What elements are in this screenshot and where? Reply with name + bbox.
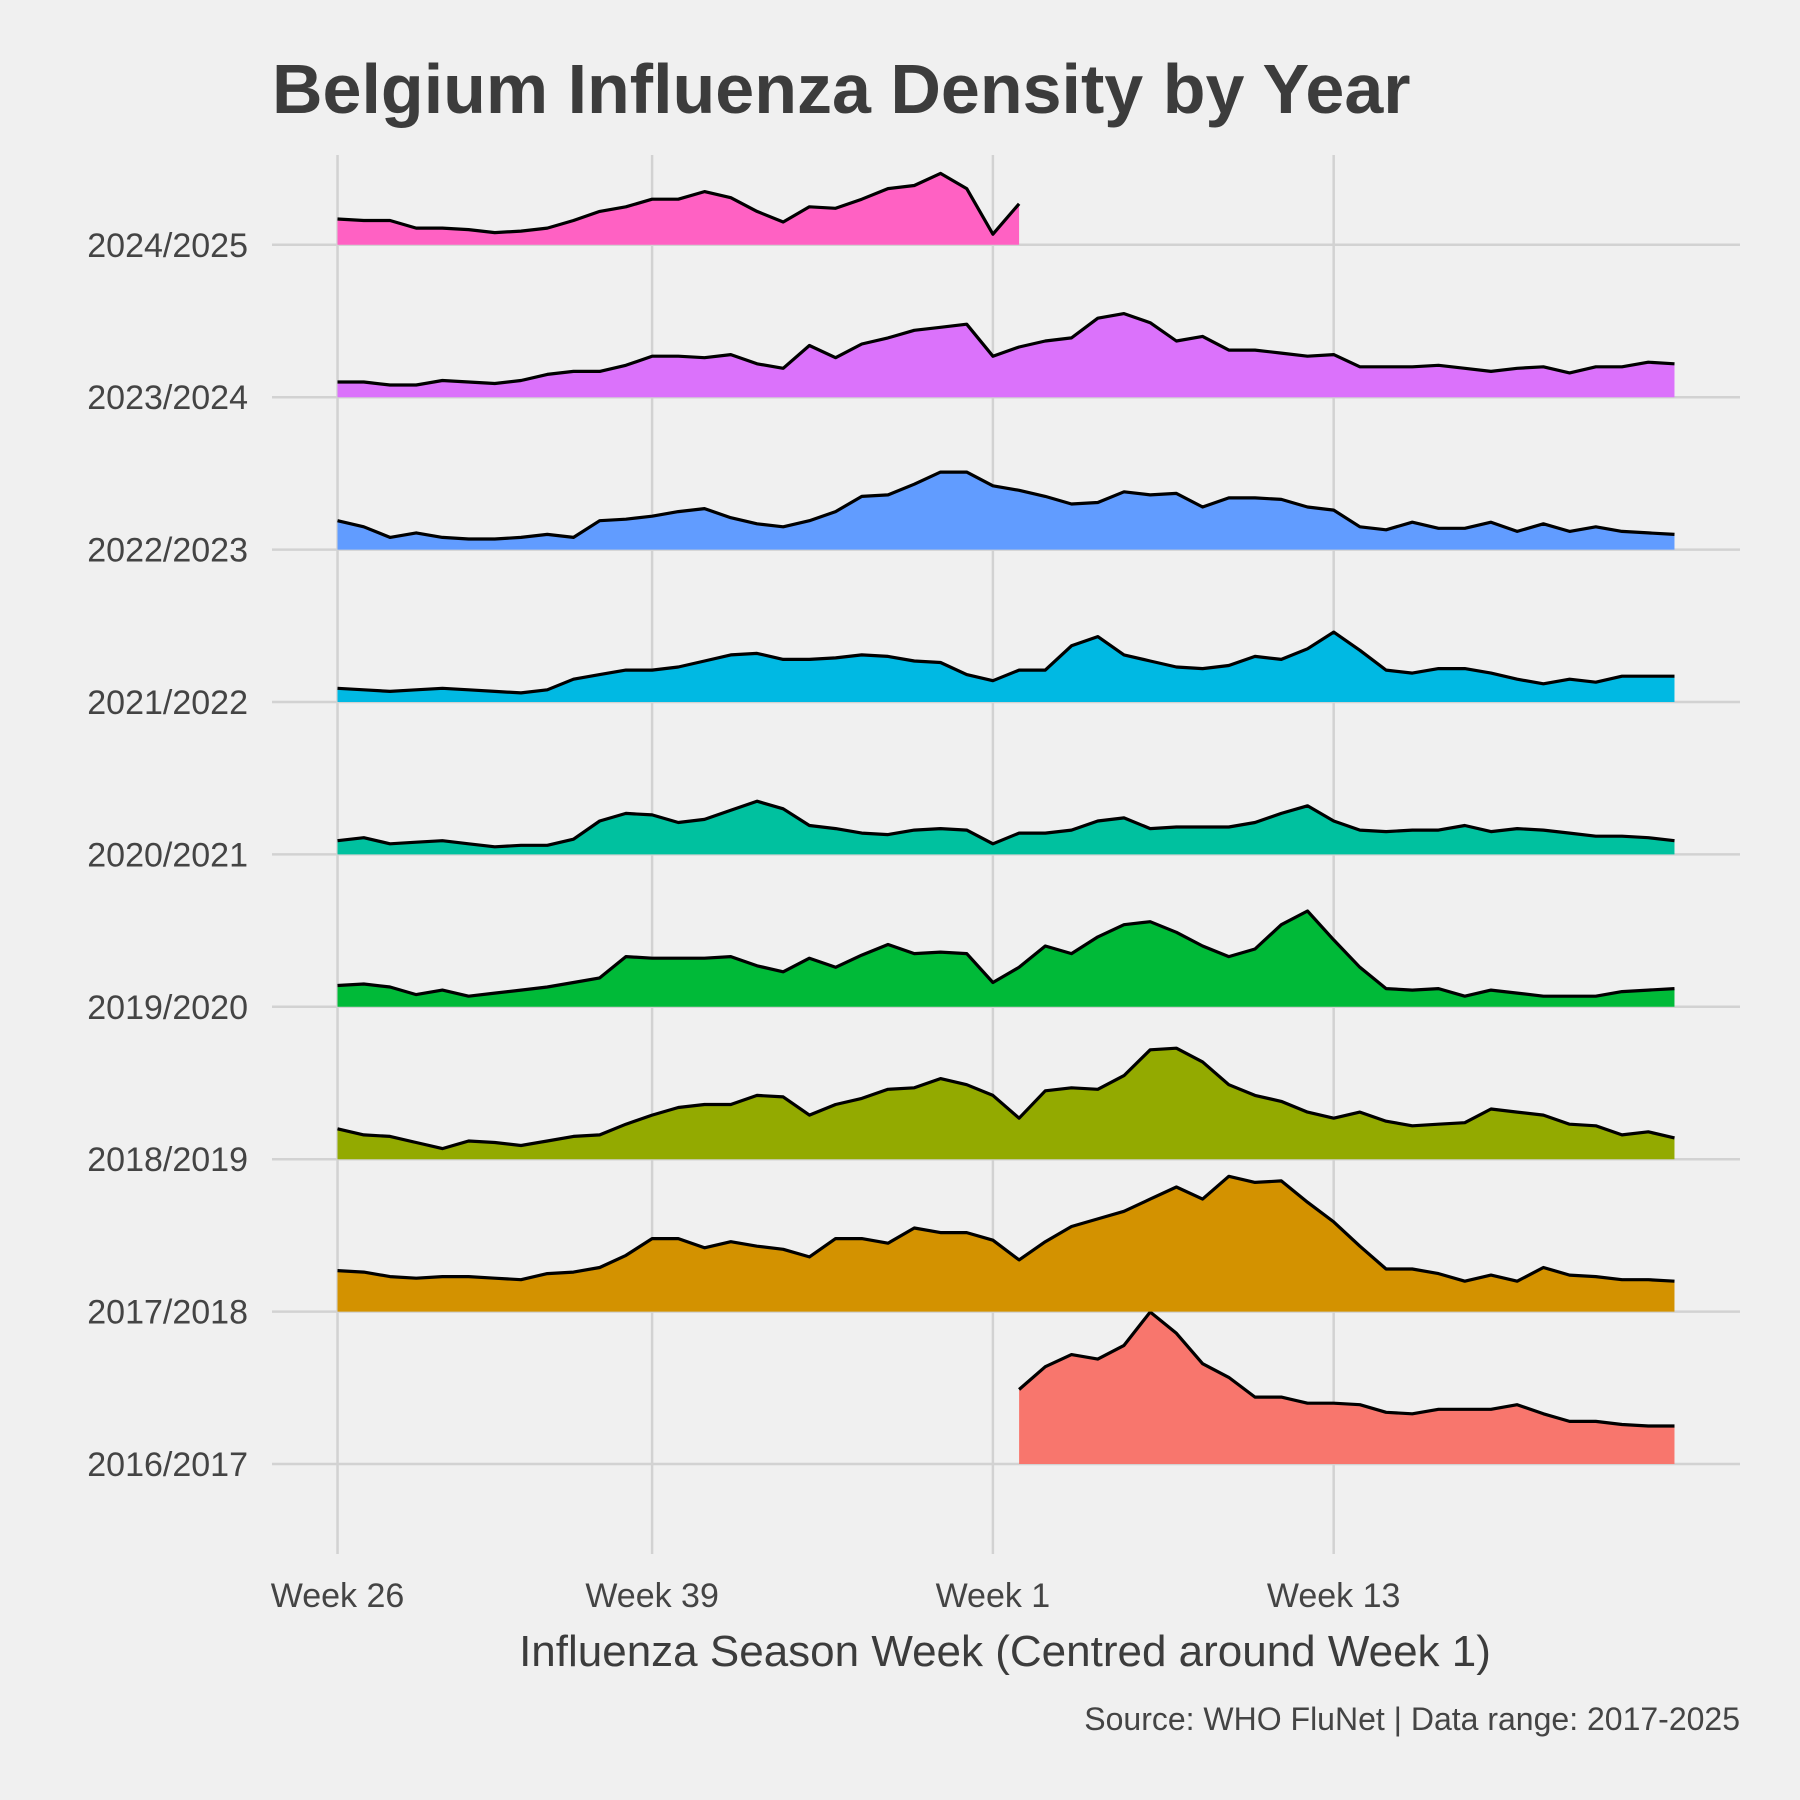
ridge-area bbox=[337, 173, 1020, 245]
ridge-2021-2022 bbox=[337, 630, 1675, 702]
y-tick-label: 2018/2019 bbox=[87, 1141, 248, 1179]
ridge-line bbox=[337, 1046, 1675, 1151]
ridge-2016-2017 bbox=[1018, 1310, 1675, 1464]
ridge-line bbox=[337, 470, 1675, 541]
ridge-area bbox=[337, 313, 1675, 398]
ridge-area bbox=[337, 472, 1675, 550]
ridge-line bbox=[337, 312, 1675, 387]
chart-caption: Source: WHO FluNet | Data range: 2017-20… bbox=[1084, 1701, 1740, 1737]
y-tick-label: 2019/2020 bbox=[87, 989, 248, 1027]
ridges bbox=[337, 171, 1675, 1464]
ridge-area bbox=[1019, 1312, 1675, 1464]
y-tick-label: 2023/2024 bbox=[87, 379, 248, 417]
ridge-line bbox=[337, 1174, 1675, 1283]
y-tick-label: 2016/2017 bbox=[87, 1446, 248, 1484]
y-tick-label: 2021/2022 bbox=[87, 684, 248, 722]
y-tick-label: 2017/2018 bbox=[87, 1294, 248, 1332]
y-axis: 2016/2017 2017/2018 2018/2019 2019/2020 2020… bbox=[87, 227, 248, 1484]
ridge-2020-2021 bbox=[337, 799, 1675, 855]
ridge-area bbox=[337, 801, 1675, 855]
ridge-area bbox=[337, 1048, 1675, 1160]
ridge-2024-2025 bbox=[337, 171, 1021, 245]
x-tick-label: Week 39 bbox=[585, 1577, 719, 1615]
ridge-area bbox=[337, 911, 1675, 1007]
ridge-area bbox=[337, 632, 1675, 702]
ridge-line bbox=[337, 909, 1675, 998]
ridge-2019-2020 bbox=[337, 909, 1675, 1007]
y-tick-label: 2022/2023 bbox=[87, 532, 248, 570]
ridge-area bbox=[337, 1176, 1675, 1312]
ridge-line bbox=[1018, 1310, 1675, 1428]
x-tick-label: Week 1 bbox=[936, 1577, 1051, 1615]
x-tick-label: Week 13 bbox=[1267, 1577, 1401, 1615]
ridge-2023-2024 bbox=[337, 312, 1675, 398]
ridge-2022-2023 bbox=[337, 470, 1675, 550]
ridge-line bbox=[337, 799, 1675, 849]
ridge-line bbox=[337, 171, 1021, 236]
ridge-line bbox=[337, 630, 1675, 695]
x-axis: Week 26 Week 39 Week 1 Week 13 bbox=[271, 1577, 1401, 1615]
ridge-2018-2019 bbox=[337, 1046, 1675, 1160]
x-tick-label: Week 26 bbox=[271, 1577, 405, 1615]
chart-title: Belgium Influenza Density by Year bbox=[272, 50, 1411, 128]
x-axis-label: Influenza Season Week (Centred around We… bbox=[519, 1627, 1491, 1676]
y-tick-label: 2020/2021 bbox=[87, 836, 248, 874]
y-tick-label: 2024/2025 bbox=[87, 227, 248, 265]
ridge-2017-2018 bbox=[337, 1174, 1675, 1312]
